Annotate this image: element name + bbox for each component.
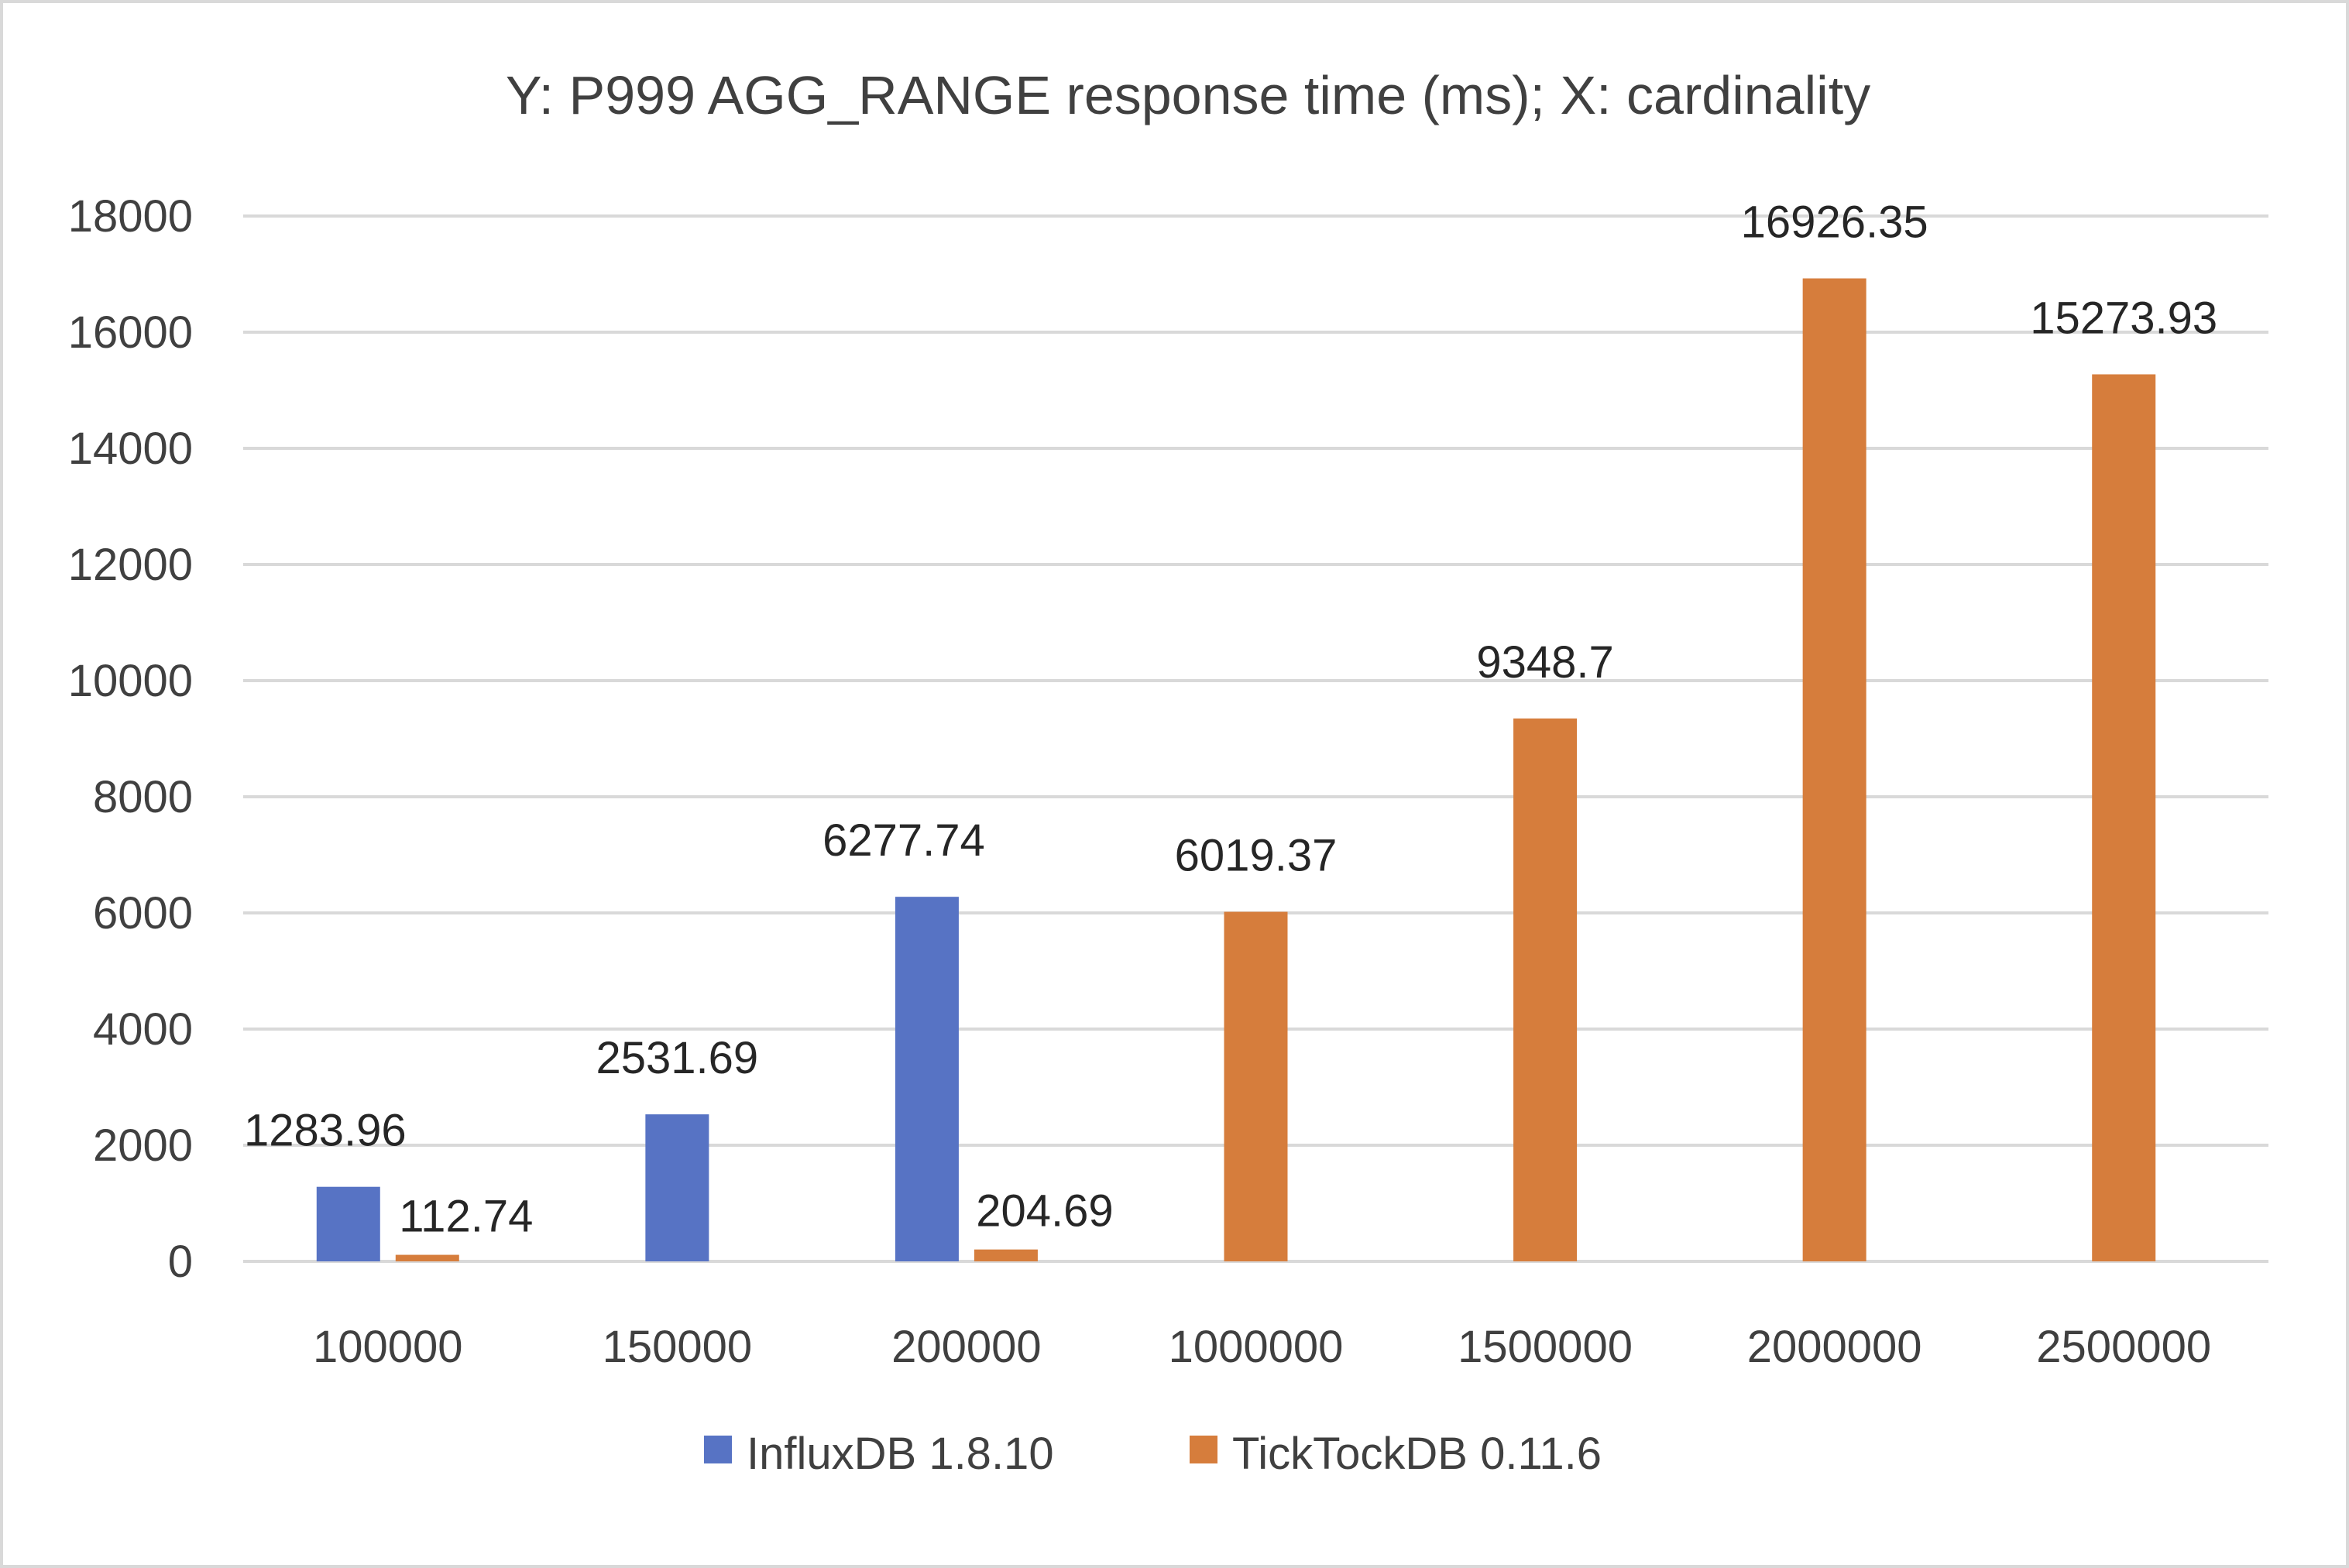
y-tick-label: 16000 (68, 307, 193, 358)
data-label: 112.74 (399, 1192, 533, 1242)
y-tick-label: 12000 (68, 540, 193, 590)
bar-ticktockdb (395, 1254, 459, 1261)
bar-ticktockdb (2092, 374, 2156, 1261)
bar-chart: Y: P999 AGG_RANGE response time (ms); X:… (68, 65, 2268, 1479)
data-label: 16926.35 (1741, 197, 1928, 248)
legend-label: TickTockDB 0.11.6 (1232, 1429, 1602, 1479)
data-label: 6277.74 (822, 815, 985, 866)
y-tick-label: 4000 (93, 1004, 193, 1055)
data-label: 15273.93 (2030, 293, 2217, 343)
bar-ticktockdb (974, 1249, 1038, 1261)
gridlines (243, 214, 2268, 1263)
bars (316, 278, 2156, 1262)
x-axis-ticks: 100000 150000 200000 1000000 1500000 2000000 2… (313, 1322, 2211, 1372)
x-tick-label: 2500000 (2036, 1322, 2211, 1372)
x-tick-label: 1000000 (1169, 1322, 1344, 1372)
legend-swatch (1190, 1436, 1217, 1463)
legend: InfluxDB 1.8.10 TickTockDB 0.11.6 (704, 1429, 1602, 1479)
data-labels: 1283.96 112.74 2531.69 6277.74 204.69 6019.37… (244, 197, 2217, 1242)
x-tick-label: 100000 (313, 1322, 463, 1372)
x-tick-label: 150000 (603, 1322, 753, 1372)
legend-label: InfluxDB 1.8.10 (747, 1429, 1054, 1479)
data-label: 1283.96 (244, 1106, 407, 1156)
legend-swatch (704, 1436, 732, 1463)
y-tick-label: 6000 (93, 888, 193, 938)
bar-influxdb (895, 897, 959, 1261)
y-tick-label: 18000 (68, 191, 193, 242)
y-axis-ticks: 0 2000 4000 6000 8000 10000 12000 14000 16000 180… (68, 191, 193, 1287)
bar-ticktockdb (1224, 911, 1288, 1261)
bar-ticktockdb (1802, 278, 1866, 1262)
data-label: 9348.7 (1476, 637, 1613, 688)
bar-influxdb (645, 1114, 709, 1261)
y-tick-label: 8000 (93, 772, 193, 822)
bar-influxdb (316, 1186, 380, 1261)
x-tick-label: 200000 (891, 1322, 1042, 1372)
data-label: 204.69 (976, 1186, 1113, 1237)
y-tick-label: 0 (168, 1237, 193, 1287)
data-label: 2531.69 (596, 1033, 759, 1083)
x-tick-label: 2000000 (1747, 1322, 1922, 1372)
chart-title: Y: P999 AGG_RANGE response time (ms); X:… (506, 65, 1870, 125)
y-tick-label: 10000 (68, 656, 193, 706)
x-tick-label: 1500000 (1458, 1322, 1633, 1372)
data-label: 6019.37 (1175, 831, 1338, 881)
y-tick-label: 14000 (68, 424, 193, 474)
bar-ticktockdb (1513, 718, 1578, 1261)
y-tick-label: 2000 (93, 1120, 193, 1171)
